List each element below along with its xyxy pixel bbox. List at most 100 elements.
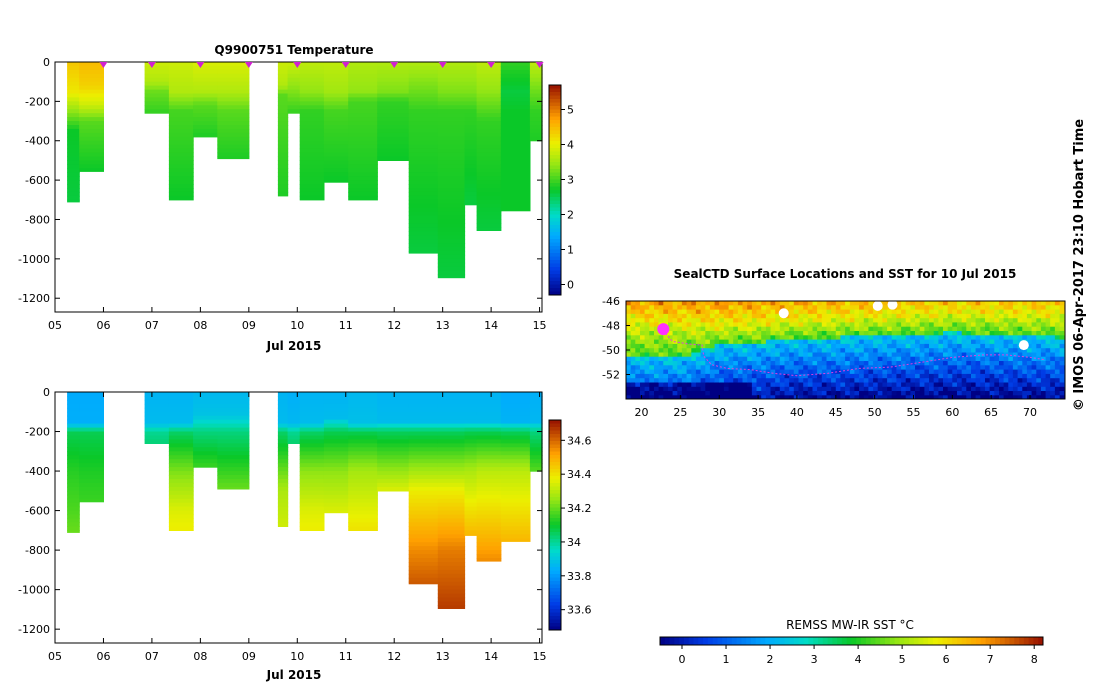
sst-cell xyxy=(672,378,678,383)
sst-cell xyxy=(751,365,758,371)
profile-cell xyxy=(144,435,170,441)
profile-column xyxy=(277,62,289,197)
sst-cell xyxy=(626,369,632,375)
sst-cell xyxy=(877,331,883,336)
sst-cell xyxy=(775,365,781,371)
sst-cell xyxy=(677,309,683,315)
sst-cell xyxy=(668,309,674,315)
sst-cell xyxy=(803,386,809,392)
profile-column xyxy=(437,392,466,609)
profile-cell xyxy=(529,62,543,67)
profile-cell xyxy=(408,105,439,110)
sst-cell xyxy=(868,369,874,375)
profile-column xyxy=(464,62,478,206)
sst-cell xyxy=(1012,343,1019,349)
profile-cell xyxy=(476,227,502,231)
profile-cell xyxy=(193,101,218,106)
sst-cell xyxy=(966,318,972,323)
sst-colorbar-segment xyxy=(750,637,757,645)
sst-cell xyxy=(649,382,655,388)
sst-cell xyxy=(733,322,739,328)
profile-cell xyxy=(348,93,378,98)
sst-cell xyxy=(975,305,981,311)
profile-cell xyxy=(299,191,325,197)
sst-cell xyxy=(705,395,711,399)
sst-cell xyxy=(919,331,925,336)
sst-colorbar-segment xyxy=(865,637,872,645)
sst-cell xyxy=(887,339,893,345)
sst-cell xyxy=(966,322,972,328)
profile-cell xyxy=(464,439,478,444)
sst-cell xyxy=(784,343,790,349)
colorbar-segment xyxy=(549,99,561,103)
sst-cell xyxy=(719,348,725,353)
sst-cell xyxy=(789,373,795,379)
profile-cell xyxy=(79,490,104,496)
profile-cell xyxy=(476,156,502,161)
sst-cell xyxy=(658,356,664,362)
sst-cell xyxy=(975,335,981,341)
profile-cell xyxy=(79,467,104,472)
sst-cell xyxy=(943,326,949,332)
sst-cell xyxy=(719,356,725,362)
colorbar-segment xyxy=(549,200,561,205)
sst-cell xyxy=(989,382,995,388)
profile-cell xyxy=(299,522,325,527)
sst-cell xyxy=(947,318,953,323)
profile-cell xyxy=(193,125,218,130)
sst-cell xyxy=(854,343,860,349)
profile-cell xyxy=(277,447,289,452)
sst-cell xyxy=(877,361,883,366)
sst-cell xyxy=(924,301,930,306)
profile-cell xyxy=(144,403,170,409)
profile-cell xyxy=(408,140,439,146)
sst-cell xyxy=(980,365,986,371)
sst-cell xyxy=(966,373,972,379)
sst-cell xyxy=(714,335,720,341)
sst-cell xyxy=(626,352,632,358)
profile-cell xyxy=(476,85,502,91)
sst-cell xyxy=(803,318,809,323)
sst-cell xyxy=(630,305,636,311)
profile-cell xyxy=(464,81,478,87)
sst-cell xyxy=(863,352,869,358)
sst-cell xyxy=(957,356,963,362)
sst-cell xyxy=(747,378,753,383)
sst-cell xyxy=(635,335,641,341)
sst-cell xyxy=(723,386,730,392)
colorbar-tick-label: 2 xyxy=(567,209,574,222)
profile-cell xyxy=(168,176,194,181)
sst-cell xyxy=(821,365,827,371)
y-tick-label: -1200 xyxy=(18,292,50,305)
sst-cell xyxy=(989,386,995,392)
profile-cell xyxy=(408,494,439,500)
sst-cell xyxy=(943,382,949,388)
profile-cell xyxy=(476,530,502,535)
sst-colorbar-segment xyxy=(913,637,919,645)
sst-cell xyxy=(700,391,706,396)
profile-cell xyxy=(437,97,466,102)
profile-cell xyxy=(408,569,439,575)
sst-cell xyxy=(854,382,860,388)
profile-cell xyxy=(377,447,410,452)
profile-cell xyxy=(348,415,378,421)
profile-cell xyxy=(437,479,466,484)
sst-cell xyxy=(877,335,883,341)
profile-cell xyxy=(217,73,250,79)
sst-cell xyxy=(1017,361,1023,366)
sst-colorbar-frame xyxy=(659,636,1044,646)
profile-cell xyxy=(168,81,194,87)
sst-cell xyxy=(1022,382,1028,388)
sst-cell xyxy=(737,369,744,375)
sst-cell xyxy=(1026,369,1033,375)
profile-cell xyxy=(79,62,104,67)
profile-cell xyxy=(323,77,349,83)
sst-cell xyxy=(849,339,855,345)
sst-cell xyxy=(1003,386,1009,392)
profile-cell xyxy=(144,407,170,413)
colorbar-segment xyxy=(549,176,561,180)
sst-cell xyxy=(789,365,795,371)
profile-cell xyxy=(437,510,466,516)
sst-cell xyxy=(765,309,772,315)
profile-cell xyxy=(299,144,325,150)
